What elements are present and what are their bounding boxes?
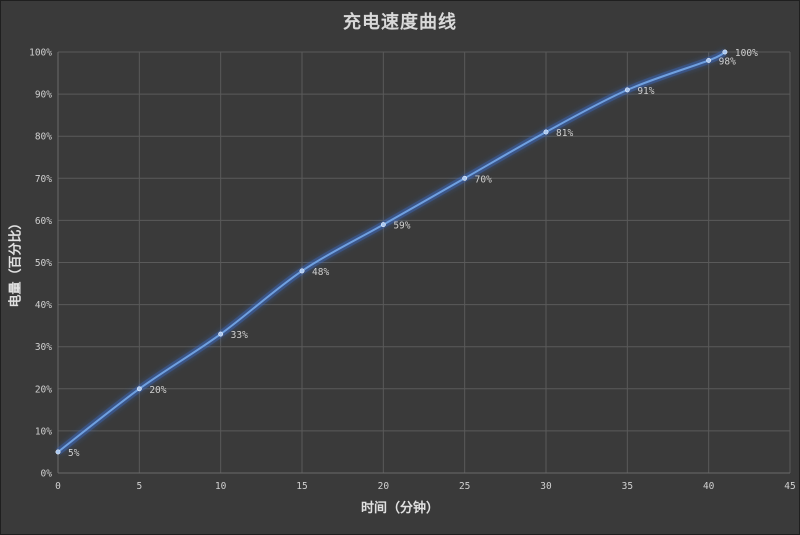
data-point [624,87,630,93]
data-point [722,49,728,55]
data-point [299,268,305,274]
data-label: 100% [735,48,758,59]
y-tick-label: 90% [35,90,52,101]
x-tick-label: 30 [540,481,552,492]
data-point [218,331,224,337]
data-point [706,57,712,63]
data-label: 81% [556,128,573,139]
data-label: 48% [312,267,329,278]
x-tick-label: 10 [215,481,227,492]
x-tick-label: 45 [784,481,795,492]
data-label: 91% [637,86,654,97]
data-point [543,129,549,135]
x-tick-label: 20 [378,481,390,492]
y-tick-label: 50% [35,258,52,269]
data-label: 98% [719,56,736,67]
y-tick-label: 30% [35,342,52,353]
y-tick-label: 60% [35,216,52,227]
x-tick-label: 5 [136,481,142,492]
x-tick-label: 40 [703,481,715,492]
axes: 0% 10% 20% 30% 40% 50% 60% 70% 80% 90% 100% 0 5 10 15 2… [29,48,796,493]
data-point [136,386,142,392]
chart-title: 充电速度曲线 [343,12,457,33]
data-label: 59% [393,221,410,232]
y-tick-label: 10% [35,426,52,437]
data-point [55,449,61,455]
y-tick-label: 20% [35,384,52,395]
data-labels: 5% 20% 33% 48% 59% 70% 81% 91% 98%100% [68,48,758,459]
y-tick-label: 70% [35,174,52,185]
data-label: 20% [149,385,166,396]
data-label: 70% [475,174,492,185]
data-point [462,175,468,181]
y-tick-label: 40% [35,300,52,311]
series-line [57,51,726,453]
y-tick-label: 0% [41,469,53,480]
x-tick-label: 0 [55,481,61,492]
grid-lines [57,51,791,474]
x-axis-label: 时间（分钟） [360,501,439,516]
x-tick-label: 15 [296,481,307,492]
y-tick-label: 100% [29,48,52,59]
y-tick-label: 80% [35,132,52,143]
series-layer [55,48,728,455]
data-point [380,222,386,228]
x-tick-label: 35 [622,481,633,492]
data-label: 5% [68,448,80,459]
x-tick-label: 25 [459,481,470,492]
data-label: 33% [231,330,248,341]
